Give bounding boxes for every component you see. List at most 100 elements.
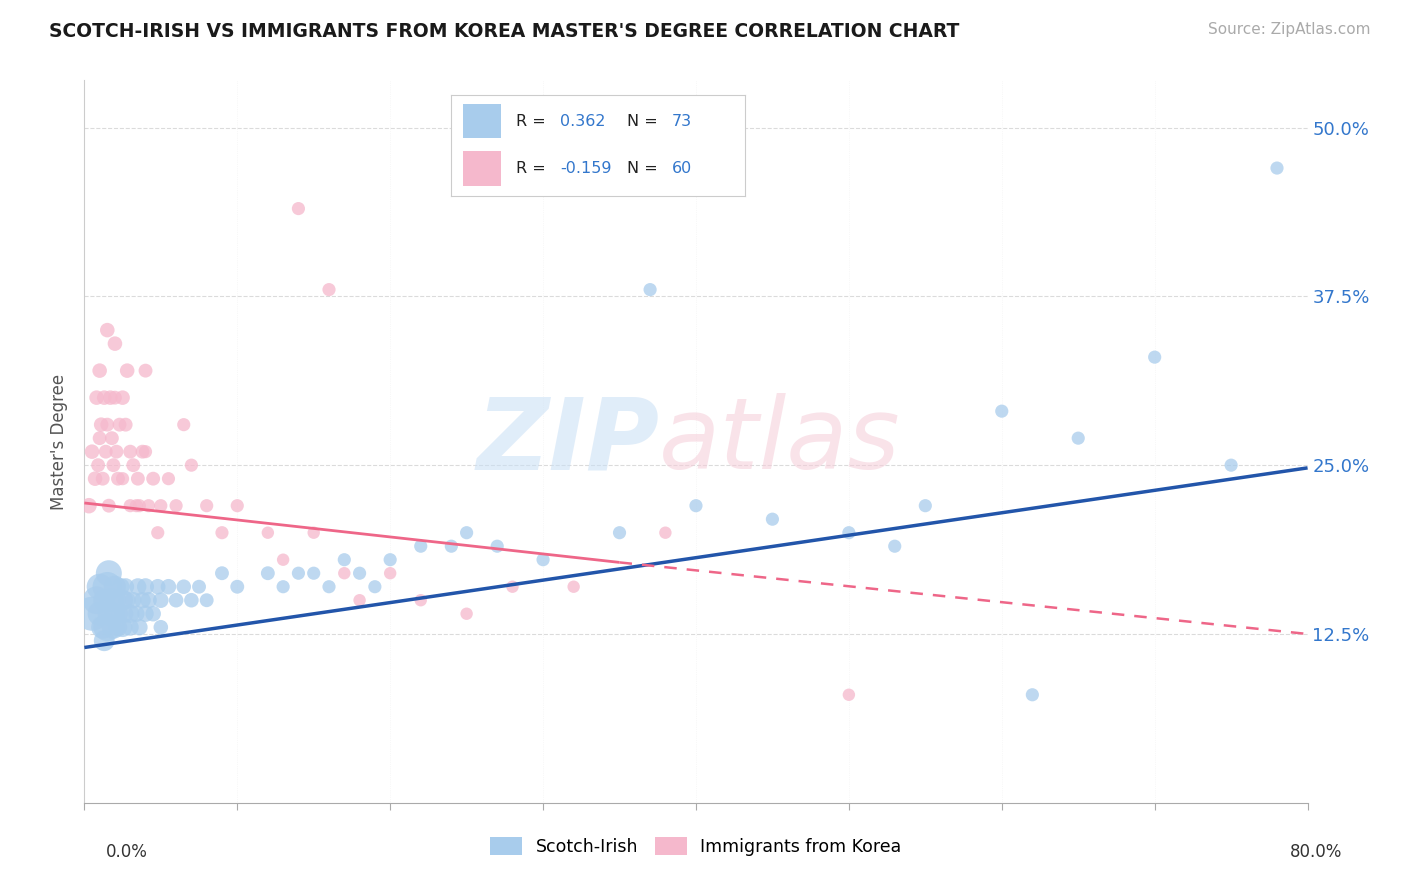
Point [96, 620, 118, 634]
Point [211, 525, 233, 540]
Point [115, 593, 138, 607]
Point [257, 525, 280, 540]
Point [1067, 431, 1090, 445]
Point [226, 580, 249, 594]
Point [838, 688, 860, 702]
Point [380, 566, 402, 581]
Point [96, 417, 118, 432]
Point [456, 525, 478, 540]
Point [149, 620, 172, 634]
Point [883, 539, 905, 553]
Point [149, 499, 172, 513]
Point [120, 499, 142, 513]
Point [115, 364, 138, 378]
Point [120, 444, 142, 458]
Point [110, 580, 132, 594]
Point [135, 607, 157, 621]
Point [111, 472, 134, 486]
Point [257, 566, 280, 581]
Point [440, 539, 463, 553]
Point [609, 525, 631, 540]
Point [98, 607, 121, 621]
Point [226, 499, 249, 513]
Point [456, 607, 478, 621]
Point [120, 607, 142, 621]
Point [96, 323, 118, 337]
Point [104, 336, 127, 351]
Point [94, 444, 117, 458]
Point [135, 364, 157, 378]
Point [97, 566, 120, 581]
Text: atlas: atlas [659, 393, 901, 490]
Point [125, 499, 148, 513]
Point [271, 552, 294, 566]
Point [114, 580, 136, 594]
Point [302, 525, 325, 540]
Point [1143, 350, 1166, 364]
Point [991, 404, 1014, 418]
Point [146, 580, 169, 594]
Point [105, 593, 128, 607]
Point [195, 593, 218, 607]
Text: SCOTCH-IRISH VS IMMIGRANTS FROM KOREA MASTER'S DEGREE CORRELATION CHART: SCOTCH-IRISH VS IMMIGRANTS FROM KOREA MA… [49, 22, 959, 41]
Point [1021, 688, 1043, 702]
Point [98, 391, 121, 405]
Y-axis label: Master's Degree: Master's Degree [51, 374, 69, 509]
Point [128, 499, 150, 513]
Point [101, 431, 124, 445]
Point [108, 607, 131, 621]
Point [122, 593, 145, 607]
Point [287, 566, 309, 581]
Point [80, 444, 103, 458]
Point [111, 593, 134, 607]
Point [104, 580, 127, 594]
Point [91, 620, 114, 634]
Point [131, 444, 153, 458]
Point [93, 633, 115, 648]
Point [165, 593, 187, 607]
Point [380, 552, 402, 566]
Point [104, 607, 127, 621]
Point [146, 525, 169, 540]
Text: 0.0%: 0.0% [105, 843, 148, 861]
Point [302, 566, 325, 581]
Point [173, 580, 195, 594]
Point [135, 580, 157, 594]
Point [838, 525, 860, 540]
Point [165, 499, 187, 513]
Point [84, 472, 107, 486]
Text: 80.0%: 80.0% [1291, 843, 1343, 861]
Point [638, 283, 661, 297]
Point [349, 566, 371, 581]
Point [486, 539, 509, 553]
Point [142, 607, 165, 621]
Point [135, 444, 157, 458]
Point [180, 593, 202, 607]
Point [138, 499, 160, 513]
Point [142, 472, 165, 486]
Point [122, 458, 145, 472]
Point [107, 472, 129, 486]
Point [128, 620, 150, 634]
Point [89, 431, 111, 445]
Point [211, 566, 233, 581]
Point [173, 417, 195, 432]
Point [149, 593, 172, 607]
Point [101, 593, 124, 607]
Point [131, 593, 153, 607]
Point [91, 472, 114, 486]
Point [87, 458, 110, 472]
Point [318, 580, 340, 594]
Legend: Scotch-Irish, Immigrants from Korea: Scotch-Irish, Immigrants from Korea [484, 830, 908, 863]
Point [287, 202, 309, 216]
Point [333, 566, 356, 581]
Point [761, 512, 783, 526]
Point [120, 620, 142, 634]
Point [531, 552, 554, 566]
Point [103, 620, 125, 634]
Point [1220, 458, 1243, 472]
Point [111, 620, 134, 634]
Point [127, 580, 149, 594]
Point [502, 580, 524, 594]
Point [180, 458, 202, 472]
